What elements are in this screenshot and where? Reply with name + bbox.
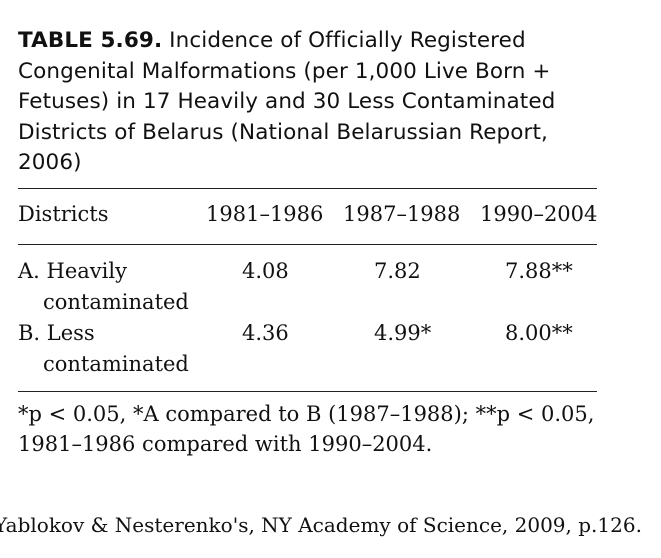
table-footnote: *p < 0.05, *A compared to B (1987–1988);…: [18, 399, 618, 459]
cell-b-1990-2004: 8.00**: [505, 321, 573, 345]
table-caption: TABLE 5.69. Incidence of Officially Regi…: [18, 26, 603, 179]
source-citation: Yablokov & Nesterenko's, NY Academy of S…: [0, 513, 642, 537]
column-header-districts: Districts: [18, 202, 109, 226]
column-header-1990-2004: 1990–2004: [480, 202, 598, 226]
row-name-line1: B. Less: [18, 321, 95, 345]
row-name-line1: A. Heavily: [18, 259, 127, 283]
footnote-line1: *p < 0.05, *A compared to B (1987–1988);…: [18, 402, 595, 426]
table-bottom-rule: [18, 391, 597, 392]
cell-a-1990-2004: 7.88**: [505, 259, 573, 283]
table-header-rule: [18, 244, 597, 245]
column-header-1987-1988: 1987–1988: [343, 202, 461, 226]
cell-b-1987-1988: 4.99*: [374, 321, 432, 345]
row-name-line2: contaminated: [43, 290, 189, 314]
table-row-heavily-contaminated: A. Heavily contaminated: [18, 256, 208, 318]
cell-a-1981-1986: 4.08: [242, 259, 289, 283]
table-label: TABLE 5.69.: [18, 28, 163, 53]
column-header-1981-1986: 1981–1986: [206, 202, 324, 226]
table-row-less-contaminated: B. Less contaminated: [18, 318, 208, 380]
table-title: Incidence of Officially Registered Conge…: [18, 28, 556, 175]
cell-b-1981-1986: 4.36: [242, 321, 289, 345]
footnote-line2: 1981–1986 compared with 1990–2004.: [18, 432, 433, 456]
table-top-rule: [18, 188, 597, 189]
cell-a-1987-1988: 7.82: [374, 259, 421, 283]
row-name-line2: contaminated: [43, 352, 189, 376]
